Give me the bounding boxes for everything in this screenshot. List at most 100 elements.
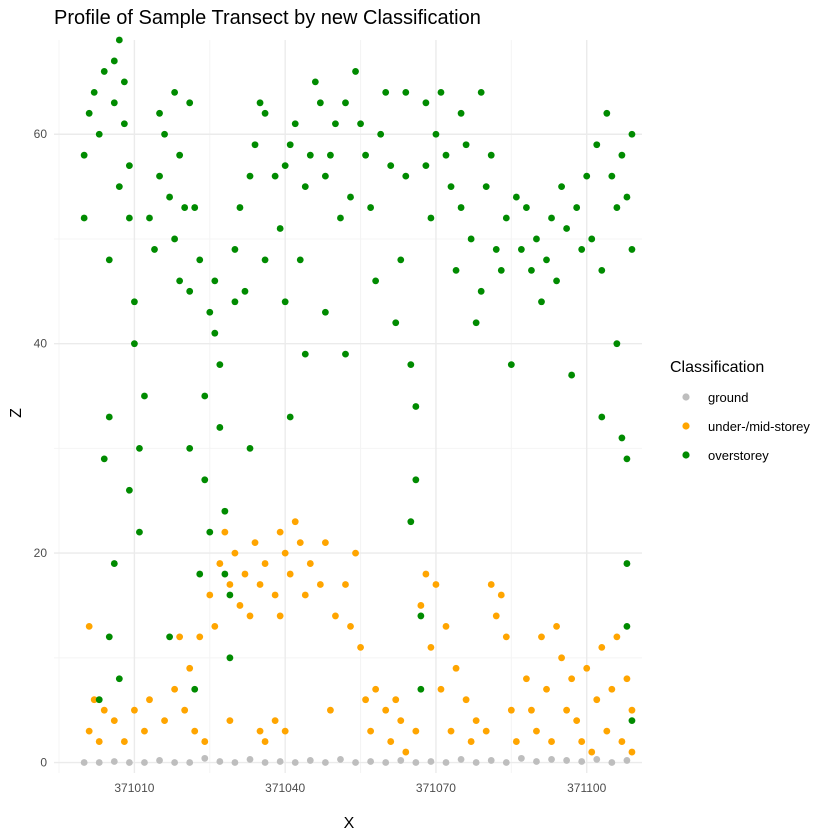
data-point [166,193,173,201]
data-point [110,560,118,567]
data-point [497,266,505,274]
data-point [412,727,420,735]
data-point [442,623,450,630]
data-point [231,298,239,306]
data-point [563,225,571,232]
data-point [100,706,108,714]
data-point [377,130,385,138]
data-point [131,340,138,348]
data-point [528,706,535,714]
data-point [623,560,631,567]
data-point [382,706,390,714]
data-point [608,172,616,180]
data-point [477,88,485,96]
data-point [573,204,581,211]
data-point [251,141,259,149]
data-point [176,633,184,641]
data-point [603,727,611,735]
data-point [553,623,560,630]
data-point [261,738,269,745]
data-point [623,455,631,463]
data-point [568,371,576,379]
legend-label: ground [708,390,748,405]
legend-key [682,393,690,401]
data-point [286,141,294,149]
y-axis-title: Z [8,408,25,418]
data-point [563,757,571,764]
data-point [583,172,591,180]
data-point [512,738,520,745]
data-point [136,444,143,452]
data-point [151,246,158,253]
data-point [236,204,244,211]
data-point [432,130,440,138]
data-point [186,759,194,766]
data-point [352,759,359,766]
data-point [543,685,550,693]
data-point [306,757,314,764]
data-point [588,235,596,243]
data-point [523,204,530,211]
data-point [427,758,435,765]
y-tick-label: 40 [34,337,48,351]
data-point [558,654,565,662]
data-point [100,68,108,75]
data-point [271,591,279,599]
data-point [115,36,123,44]
data-point [261,109,269,117]
data-point [437,88,445,96]
data-point [367,204,375,211]
data-point [507,361,515,369]
data-point [296,539,304,547]
data-point [412,476,420,484]
data-point [226,591,234,599]
data-point [397,256,405,264]
data-point [327,151,334,159]
data-point [502,759,510,766]
data-point [608,759,616,766]
data-point [311,78,319,86]
data-point [261,560,269,567]
data-point [447,183,455,191]
data-point [387,738,395,745]
chart-title: Profile of Sample Transect by new Classi… [54,7,481,29]
data-point [628,246,636,253]
data-point [206,528,214,536]
data-point [281,298,289,306]
data-point [306,560,314,567]
legend-entries: ground under-/mid-storey overstorey [682,390,810,463]
data-point [538,298,545,306]
data-point [477,287,485,295]
legend-label: under-/mid-storey [708,419,810,434]
data-point [136,528,143,536]
series-overstorey [80,36,636,725]
data-point [211,329,219,337]
data-point [603,109,611,117]
data-point [427,643,435,651]
data-point [261,256,269,264]
data-point [115,183,123,191]
data-point [533,727,540,735]
data-point [543,256,550,264]
data-point [105,256,113,264]
data-point [211,623,219,630]
data-point [141,392,148,400]
data-point [533,758,540,765]
data-point [241,570,249,578]
data-point [392,696,400,704]
data-point [487,757,495,764]
data-point [171,88,179,96]
data-point [231,246,239,253]
data-point [618,151,626,159]
data-point [221,507,229,515]
data-point [347,623,354,630]
data-point [417,612,425,620]
data-point [367,727,375,735]
data-point [316,581,324,588]
data-point [115,675,123,683]
data-point [95,130,103,138]
data-point [407,518,415,526]
data-point [171,759,179,766]
data-point [472,717,480,725]
data-point [201,476,209,484]
